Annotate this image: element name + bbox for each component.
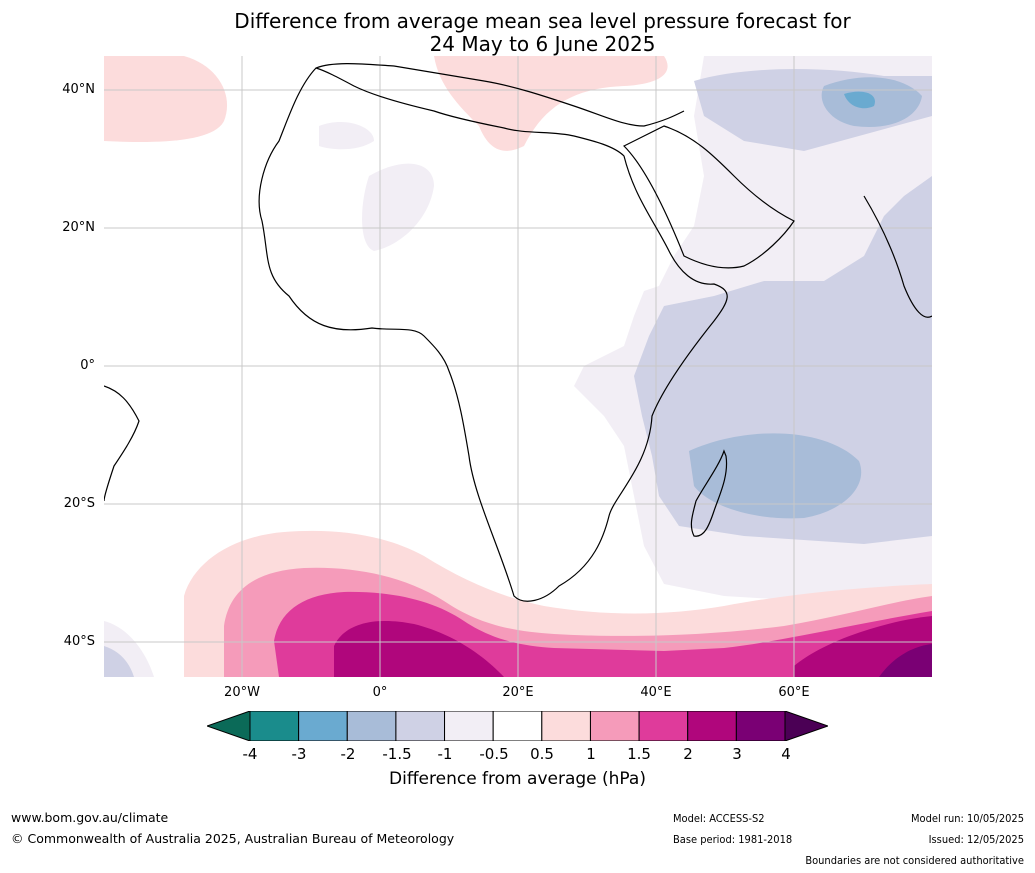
colorbar-tick-p05: 0.5 [530, 745, 554, 763]
colorbar-bin-3 [395, 711, 446, 741]
footer-base-period: Base period: 1981-2018 [673, 833, 793, 846]
colorbar-tick-m3: -3 [291, 745, 307, 763]
footer-disclaimer: Boundaries are not considered authoritat… [805, 854, 1024, 867]
lat-label-20s: 20°S [63, 496, 95, 511]
colorbar-bin-2 [346, 711, 397, 741]
colorbar-bin-6 [541, 711, 591, 741]
colorbar-under-triangle [207, 711, 251, 741]
lon-label-40e: 40°E [640, 685, 672, 700]
colorbar-bin-4 [444, 711, 494, 741]
coastlines [104, 63, 932, 602]
footer-issued: Issued: 12/05/2025 [928, 833, 1024, 846]
colorbar-tick-p1: 1 [586, 745, 596, 763]
anomaly-region-minus1-sw [104, 646, 134, 677]
colorbar-bin-5 [492, 711, 543, 741]
pressure-anomaly-map [104, 56, 932, 677]
colorbar-bin-1 [298, 711, 348, 741]
colorbar-bin-7 [589, 711, 640, 741]
madagascar-coastline [690, 449, 728, 537]
colorbar-tick-p3: 3 [732, 745, 742, 763]
anomaly-region-plus2-southern [334, 620, 504, 677]
colorbar-label: Difference from average (hPa) [389, 769, 646, 789]
colorbar-bin-10 [735, 711, 786, 741]
anomaly-region-plus05-med [434, 56, 668, 151]
colorbar [207, 711, 828, 741]
india-coastline [863, 195, 932, 318]
footer-model-run: Model run: 10/05/2025 [911, 812, 1024, 825]
footer-model: Model: ACCESS-S2 [673, 812, 765, 825]
colorbar-over-triangle [784, 711, 828, 741]
lon-label-0: 0° [372, 685, 388, 700]
gridlines [104, 56, 932, 677]
arabia-coastline [622, 125, 795, 269]
colorbar-tick-m4: -4 [242, 745, 258, 763]
anomaly-region-minus15-madagascar [689, 433, 862, 519]
south-america-coastline [104, 385, 140, 502]
title-line-1: Difference from average mean sea level p… [234, 9, 851, 33]
lat-label-40n: 40°N [62, 82, 95, 97]
colorbar-tick-p2: 2 [683, 745, 693, 763]
colorbar-bin-8 [638, 711, 689, 741]
colorbar-tick-m15: -1.5 [382, 745, 412, 763]
anomaly-region-minus05-med [319, 121, 374, 150]
map-title: Difference from average mean sea level p… [0, 10, 1035, 56]
colorbar-tick-m05: -0.5 [479, 745, 509, 763]
colorbar-bins [249, 711, 786, 741]
anomaly-region-minus2-iran [844, 91, 875, 109]
anomaly-region-plus05-atlantic-nw [104, 56, 228, 142]
colorbar-tick-p4: 4 [781, 745, 791, 763]
colorbar-tick-p15: 1.5 [627, 745, 651, 763]
africa-coastline [258, 67, 728, 602]
anomaly-region-minus1-east [634, 69, 932, 545]
colorbar-bin-9 [687, 711, 737, 741]
lon-label-20w: 20°W [224, 685, 260, 700]
footer-url: www.bom.gov.au/climate [11, 810, 169, 825]
colorbar-bin-0 [249, 711, 300, 741]
anomaly-region-plus3-east [879, 644, 932, 677]
colorbar-tick-m2: -2 [340, 745, 356, 763]
lat-label-20n: 20°N [62, 220, 95, 235]
lat-label-equator: 0° [80, 358, 95, 373]
europe-coastline [315, 63, 685, 127]
lon-label-20e: 20°E [502, 685, 534, 700]
lat-label-40s: 40°S [63, 634, 95, 649]
lon-label-60e: 60°E [778, 685, 810, 700]
footer-copyright: © Commonwealth of Australia 2025, Austra… [11, 831, 455, 846]
title-line-2: 24 May to 6 June 2025 [429, 32, 656, 56]
colorbar-tick-m1: -1 [437, 745, 453, 763]
